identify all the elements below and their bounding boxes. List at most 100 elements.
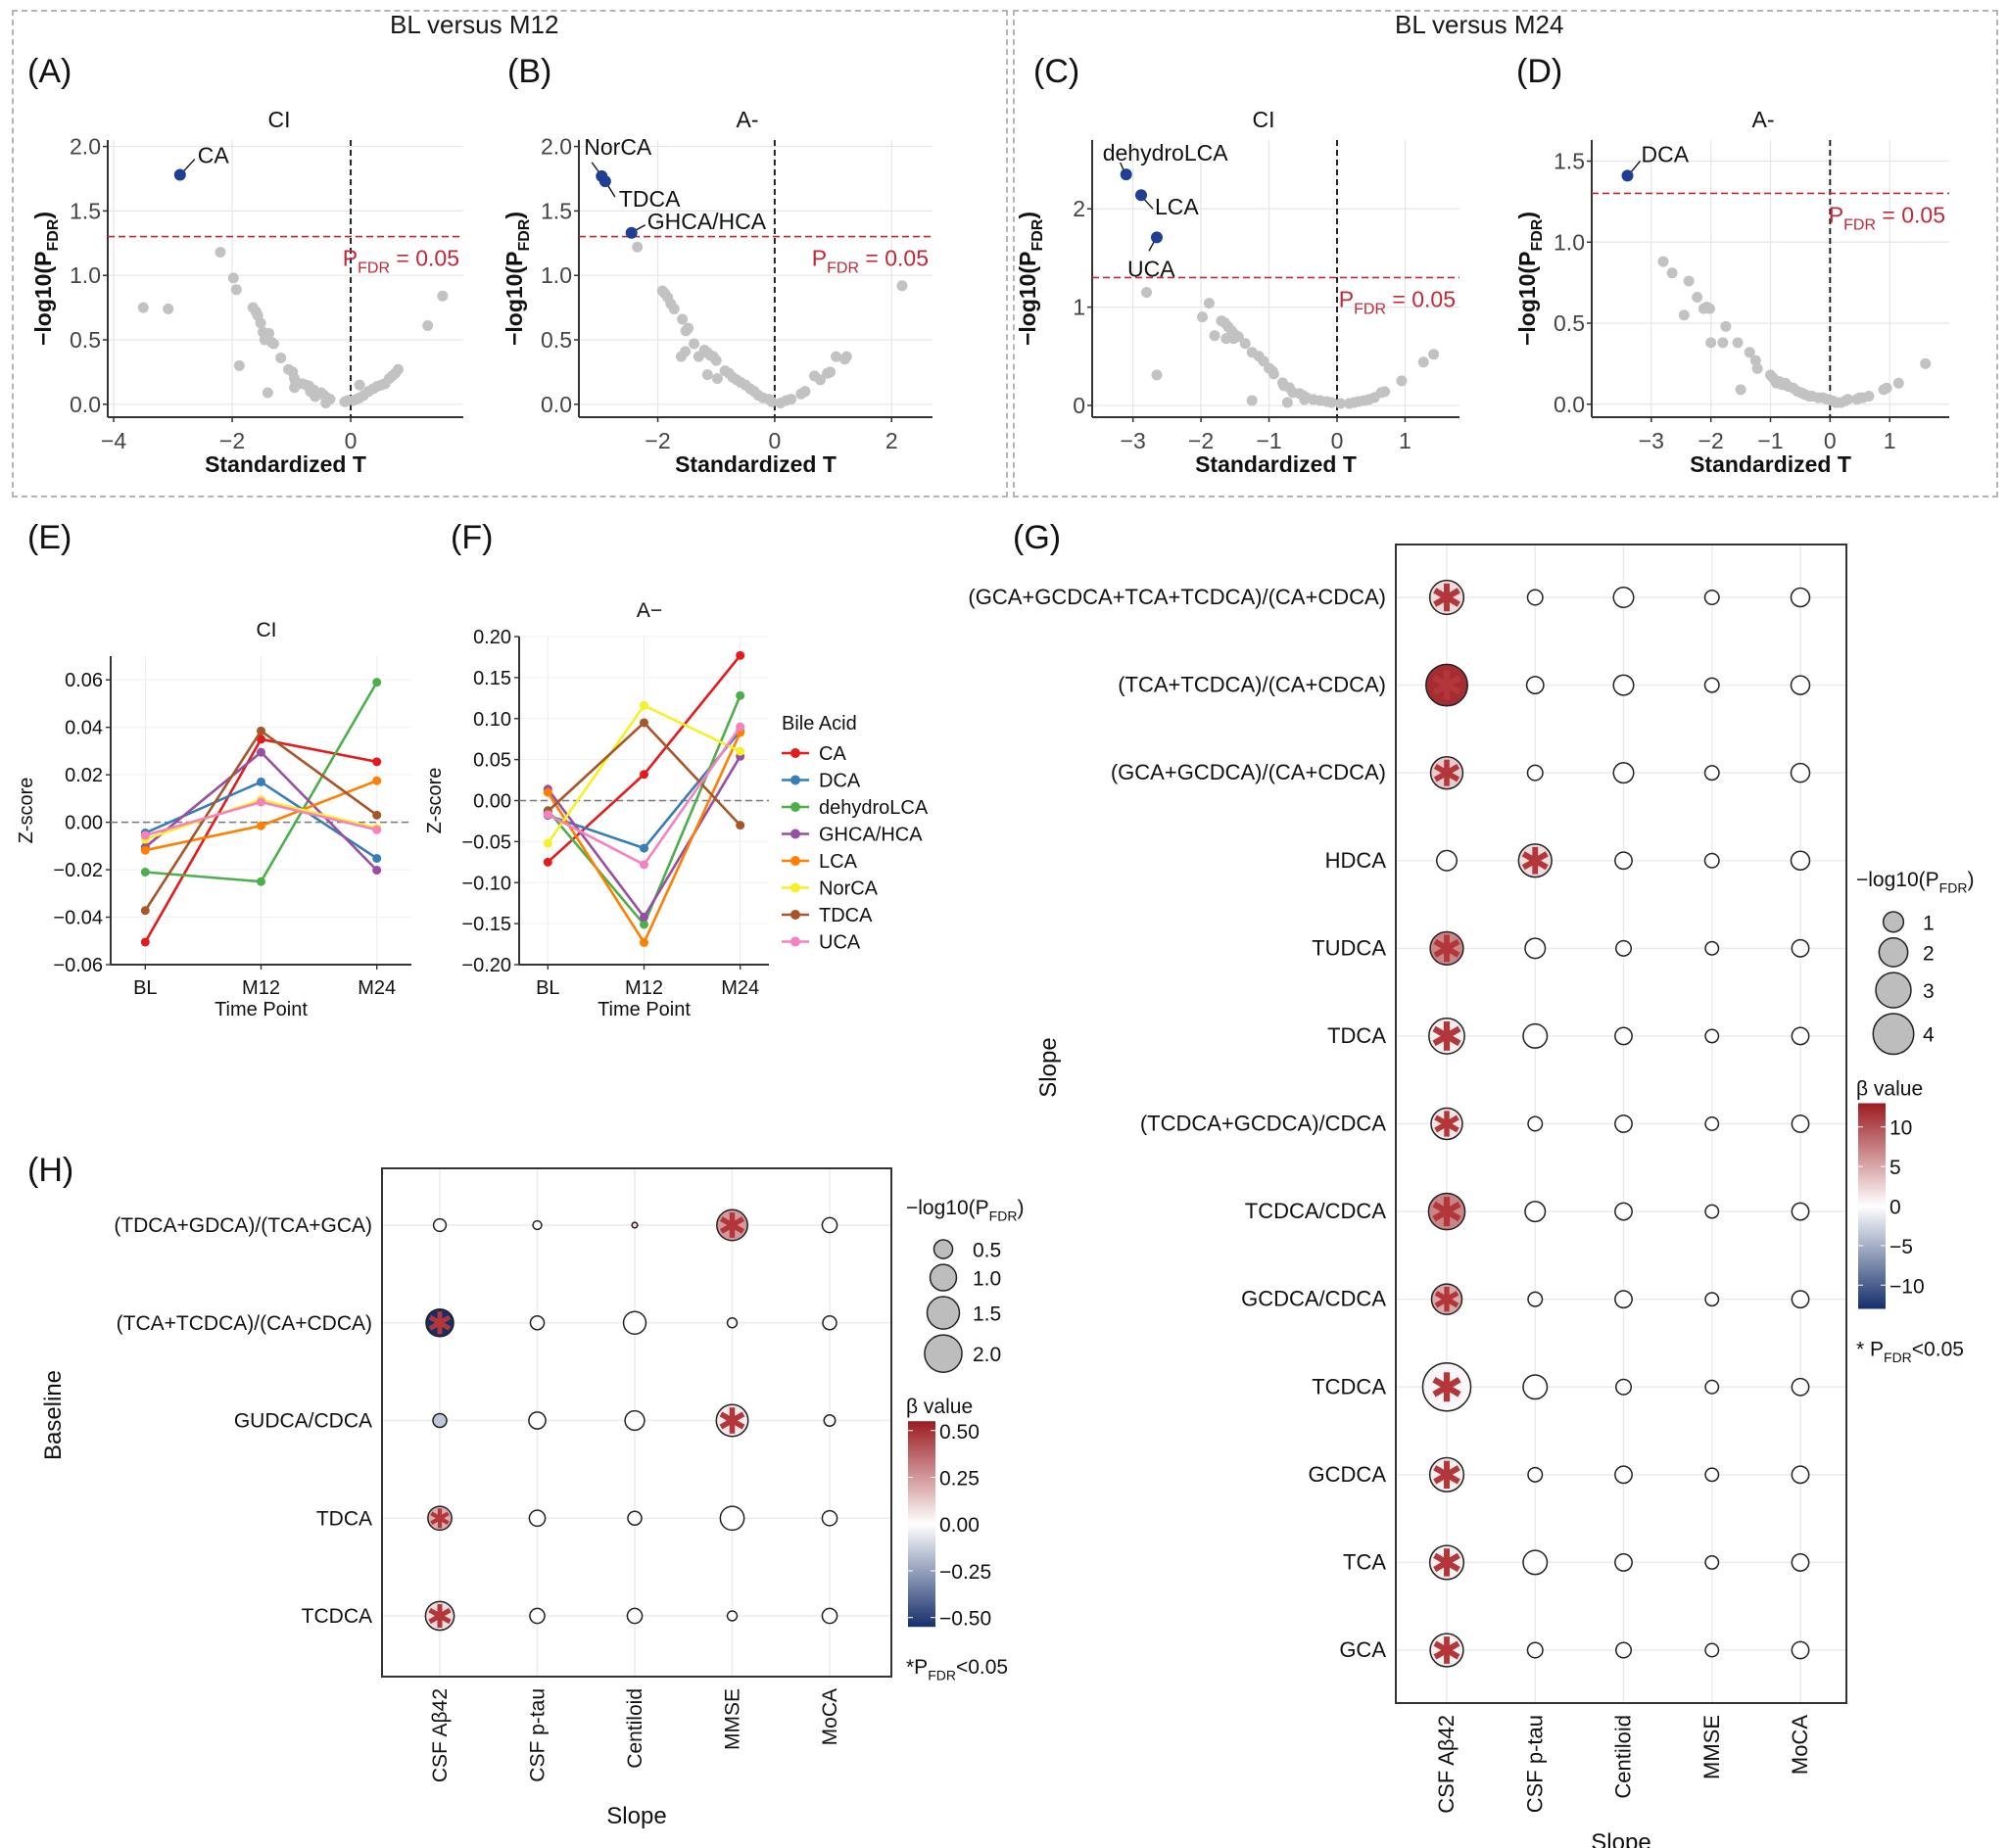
significance-asterisk — [1521, 846, 1549, 875]
y-tick-label: 1.0 — [541, 262, 572, 288]
series-point — [640, 920, 648, 929]
bubble — [1612, 586, 1635, 609]
asterisk-stroke — [1432, 1025, 1461, 1047]
x-tick-label: −2 — [645, 428, 670, 453]
x-tick-label: 0 — [345, 428, 358, 453]
panel-letter-d: (D) — [1516, 53, 1563, 90]
data-point — [1209, 330, 1220, 342]
y-tick-label: 2 — [1073, 196, 1085, 221]
bubble — [1704, 1028, 1720, 1044]
y-tick-label: −0.10 — [461, 873, 511, 894]
series-point — [640, 700, 648, 710]
series-point — [543, 810, 552, 820]
panel-title: CI — [268, 107, 291, 132]
asterisk-stroke — [719, 1411, 745, 1430]
panel-letter-c: (C) — [1033, 53, 1080, 90]
bubble — [1704, 1467, 1720, 1483]
significance-asterisk — [719, 1407, 745, 1434]
bubble-chart-h: (TDCA+GDCA)/(TCA+GCA) (TCA+TCDCA)/(CA+CDC… — [40, 1167, 1024, 1829]
panel-letter-h: (H) — [27, 1152, 74, 1189]
x-axis-title: Standardized T — [205, 451, 366, 477]
bubble — [1612, 674, 1635, 696]
row-label: TUDCA — [1312, 935, 1386, 960]
significance-asterisk — [428, 1604, 452, 1628]
highlighted-point — [598, 175, 611, 188]
series-point — [543, 787, 552, 797]
bubble — [1790, 762, 1811, 783]
bubble — [1790, 850, 1811, 871]
bubble — [1435, 849, 1459, 872]
bubble — [1791, 1640, 1810, 1660]
data-point — [814, 374, 826, 386]
y-tick-label: 1.5 — [1554, 149, 1585, 174]
legend-swatch-point — [790, 775, 800, 785]
y-tick-label: 0.0 — [541, 392, 572, 417]
bubble — [821, 1607, 838, 1625]
group-box-m12 — [12, 10, 1008, 498]
volcano-plot-d: −3 −2 −1 0 1 0.0 0.5 1.0 1.5 PFDR = 0.05 DCA A- Stan… — [1514, 107, 1949, 477]
volcano-plot-c: −3 −2 −1 0 1 0 1 2 PFDR = 0.05 dehydroLCA LCA UCA CI… — [1015, 107, 1459, 477]
y-tick-label: 0.00 — [473, 791, 511, 813]
significance-asterisk — [1434, 1111, 1459, 1137]
y-tick-label: 0.5 — [541, 327, 572, 353]
highlighted-point — [1150, 231, 1163, 244]
series-point — [640, 860, 648, 870]
legend-label: TDCA — [819, 905, 873, 926]
series-point — [640, 937, 648, 947]
x-tick-label: 2 — [885, 428, 898, 453]
bubble — [822, 1314, 837, 1331]
data-point — [1744, 347, 1755, 358]
asterisk-stroke — [1434, 1114, 1459, 1133]
asterisk-stroke — [428, 1607, 452, 1625]
y-tick-label: 0.00 — [65, 813, 103, 834]
y-axis-title: Slope — [1035, 1037, 1062, 1097]
bubble — [1704, 1554, 1720, 1570]
bubble — [1525, 676, 1545, 694]
data-point — [766, 396, 778, 407]
threshold-label: PFDR = 0.05 — [343, 246, 459, 277]
x-tick-label: −4 — [101, 428, 126, 453]
asterisk-stroke — [1432, 675, 1461, 695]
data-point — [668, 303, 680, 314]
data-point — [1197, 311, 1208, 323]
legend-swatch-point — [790, 936, 800, 947]
data-point — [1268, 368, 1279, 380]
bubble — [1522, 1549, 1549, 1576]
label-connector — [1629, 160, 1642, 173]
significance-asterisk — [428, 1311, 452, 1335]
bubble — [1614, 1114, 1633, 1133]
x-tick-label: 0 — [768, 428, 781, 453]
size-legend-title: −log10(PFDR) — [906, 1197, 1024, 1223]
significance-asterisk — [1433, 759, 1460, 786]
series-point — [257, 777, 265, 786]
significance-asterisk — [430, 1508, 450, 1529]
x-tick-label: −2 — [1188, 428, 1214, 453]
x-tick-label: 0 — [1331, 428, 1344, 453]
data-point — [1751, 362, 1763, 374]
y-axis-title: Z-score — [16, 778, 37, 844]
color-legend-label: 0.50 — [939, 1421, 980, 1444]
bubble — [1526, 1641, 1544, 1659]
asterisk-stroke — [1434, 1290, 1459, 1308]
group-box-m24 — [1013, 10, 1998, 498]
group-title-m12: BL versus M12 — [390, 10, 559, 39]
data-point — [1678, 309, 1690, 321]
series-point — [257, 747, 265, 757]
y-tick-label: −0.05 — [461, 831, 511, 853]
data-point — [230, 284, 242, 296]
panel-letter-e: (E) — [27, 519, 72, 556]
x-axis-title: Time Point — [598, 999, 691, 1020]
y-tick-label: 0.5 — [1554, 310, 1585, 336]
highlighted-point — [1135, 189, 1147, 202]
data-point — [1717, 337, 1729, 349]
legend-label: CA — [819, 743, 846, 765]
data-point — [1692, 292, 1703, 304]
asterisk-stroke — [430, 1511, 450, 1526]
x-tick-label: −3 — [1639, 428, 1664, 453]
data-point — [320, 398, 332, 409]
row-label: GCA — [1339, 1637, 1386, 1662]
highlighted-point — [1120, 168, 1132, 181]
series-point — [372, 678, 382, 687]
panel-letter-g: (G) — [1013, 519, 1062, 556]
data-point — [711, 373, 723, 385]
